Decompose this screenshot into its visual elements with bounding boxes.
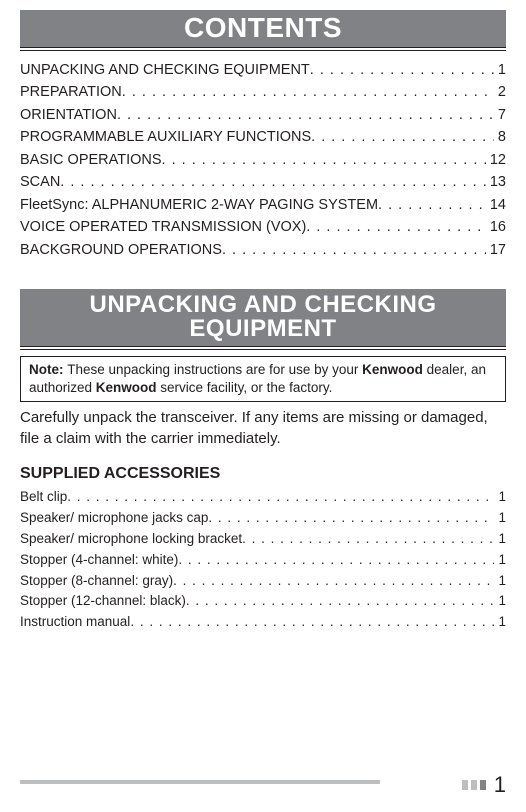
toc-dots <box>310 59 494 81</box>
toc-dots <box>122 81 494 103</box>
accessory-label: Instruction manual <box>20 612 130 633</box>
toc-row: BASIC OPERATIONS 12 <box>20 149 506 171</box>
toc-dots <box>162 149 486 171</box>
toc-label: BASIC OPERATIONS <box>20 149 162 171</box>
toc-page: 17 <box>486 239 506 261</box>
accessory-qty: 1 <box>494 529 506 550</box>
toc-row: PROGRAMMABLE AUXILIARY FUNCTIONS 8 <box>20 126 506 148</box>
toc-row: ORIENTATION 7 <box>20 104 506 126</box>
toc-row: VOICE OPERATED TRANSMISSION (VOX) 16 <box>20 216 506 238</box>
accessories-list: Belt clip 1 Speaker/ microphone jacks cap… <box>20 487 506 633</box>
toc-dots <box>242 529 494 550</box>
footer-bars-icon <box>462 780 486 790</box>
accessory-qty: 1 <box>494 571 506 592</box>
toc-page: 2 <box>494 81 506 103</box>
accessory-qty: 1 <box>494 550 506 571</box>
accessory-row: Instruction manual 1 <box>20 612 506 633</box>
toc-label: VOICE OPERATED TRANSMISSION (VOX) <box>20 216 306 238</box>
toc-row: BACKGROUND OPERATIONS 17 <box>20 239 506 261</box>
toc-label: SCAN <box>20 171 60 193</box>
accessory-row: Speaker/ microphone locking bracket 1 <box>20 529 506 550</box>
toc-label: ORIENTATION <box>20 104 117 126</box>
double-rule <box>20 346 506 350</box>
note-text: service facility, or the factory. <box>157 380 333 395</box>
subheading-supplied: SUPPLIED ACCESSORIES <box>20 465 506 483</box>
accessory-row: Stopper (8-channel: gray) 1 <box>20 571 506 592</box>
page-number: 1 <box>494 772 506 798</box>
accessory-label: Stopper (8-channel: gray) <box>20 571 173 592</box>
toc-dots <box>173 571 494 592</box>
toc-dots <box>186 591 495 612</box>
double-rule <box>20 47 506 51</box>
brand-name: Kenwood <box>362 362 423 377</box>
toc-page: 1 <box>494 59 506 81</box>
body-paragraph: Carefully unpack the transceiver. If any… <box>20 408 506 449</box>
toc-page: 12 <box>486 149 506 171</box>
toc-dots <box>178 550 494 571</box>
accessory-label: Speaker/ microphone locking bracket <box>20 529 242 550</box>
toc-dots <box>130 612 494 633</box>
toc-row: UNPACKING AND CHECKING EQUIPMENT 1 <box>20 59 506 81</box>
toc-row: FleetSync: ALPHANUMERIC 2-WAY PAGING SYS… <box>20 194 506 216</box>
section-heading-unpacking: UNPACKING AND CHECKING EQUIPMENT <box>20 289 506 346</box>
accessory-row: Stopper (4-channel: white) 1 <box>20 550 506 571</box>
brand-name: Kenwood <box>96 380 157 395</box>
toc-dots <box>378 194 486 216</box>
section-heading-contents: CONTENTS <box>20 10 506 47</box>
accessory-label: Speaker/ microphone jacks cap <box>20 508 208 529</box>
toc-page: 8 <box>494 126 506 148</box>
accessory-qty: 1 <box>494 487 506 508</box>
toc-page: 14 <box>486 194 506 216</box>
toc-label: PREPARATION <box>20 81 122 103</box>
page-footer: 1 <box>462 772 506 798</box>
toc-label: PROGRAMMABLE AUXILIARY FUNCTIONS <box>20 126 311 148</box>
toc-dots <box>60 171 486 193</box>
toc-dots <box>208 508 494 529</box>
accessory-qty: 1 <box>494 612 506 633</box>
note-text: These unpacking instructions are for use… <box>67 362 362 377</box>
toc-page: 16 <box>486 216 506 238</box>
toc-dots <box>117 104 494 126</box>
footer-rule <box>20 780 380 784</box>
toc-dots <box>306 216 486 238</box>
accessory-label: Belt clip <box>20 487 67 508</box>
note-box: Note: These unpacking instructions are f… <box>20 356 506 402</box>
toc-page: 13 <box>486 171 506 193</box>
accessory-row: Speaker/ microphone jacks cap 1 <box>20 508 506 529</box>
toc-row: SCAN 13 <box>20 171 506 193</box>
toc-label: FleetSync: ALPHANUMERIC 2-WAY PAGING SYS… <box>20 194 378 216</box>
accessory-label: Stopper (4-channel: white) <box>20 550 178 571</box>
toc-label: BACKGROUND OPERATIONS <box>20 239 222 261</box>
toc-row: PREPARATION 2 <box>20 81 506 103</box>
toc-page: 7 <box>494 104 506 126</box>
accessory-label: Stopper (12-channel: black) <box>20 591 186 612</box>
accessory-qty: 1 <box>494 508 506 529</box>
accessory-row: Stopper (12-channel: black) 1 <box>20 591 506 612</box>
toc-label: UNPACKING AND CHECKING EQUIPMENT <box>20 59 310 81</box>
toc-dots <box>311 126 494 148</box>
table-of-contents: UNPACKING AND CHECKING EQUIPMENT 1 PREPAR… <box>20 59 506 261</box>
accessory-qty: 1 <box>494 591 506 612</box>
note-prefix: Note: <box>29 362 67 377</box>
accessory-row: Belt clip 1 <box>20 487 506 508</box>
toc-dots <box>67 487 494 508</box>
toc-dots <box>222 239 486 261</box>
